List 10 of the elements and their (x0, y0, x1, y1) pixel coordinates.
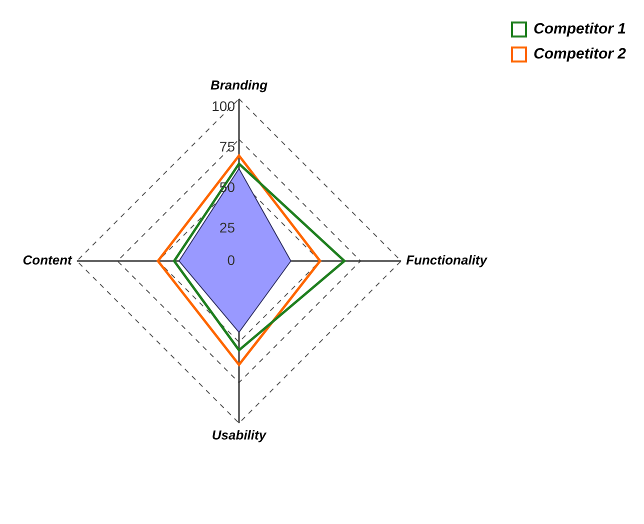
y-tick-label: 75 (219, 138, 236, 154)
spoke-label: Usability (212, 427, 267, 442)
y-tick-label: 100 (212, 98, 236, 114)
legend-label: Competitor 2 (533, 46, 627, 63)
y-tick-label: 25 (219, 219, 236, 236)
spoke-label: Content (22, 252, 73, 268)
legend-label: Competitor 1 (533, 20, 626, 38)
y-tick-label: 0 (227, 252, 236, 268)
spoke-label: Branding (210, 78, 268, 93)
spoke-label: Functionality (406, 252, 488, 268)
